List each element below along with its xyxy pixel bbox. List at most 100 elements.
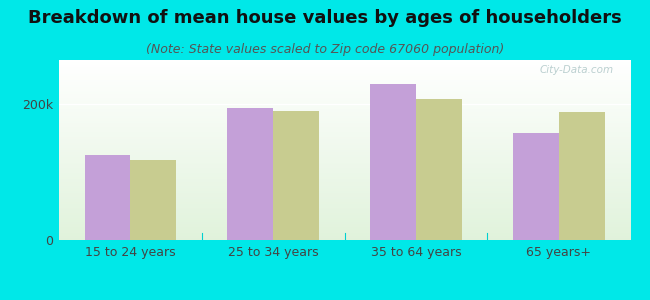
Bar bbox=[58, 161, 630, 163]
Bar bbox=[58, 206, 630, 208]
Bar bbox=[273, 111, 318, 240]
Bar bbox=[58, 163, 630, 164]
Bar bbox=[58, 65, 630, 67]
Bar bbox=[58, 145, 630, 146]
Bar bbox=[58, 62, 630, 64]
Text: City-Data.com: City-Data.com bbox=[540, 65, 614, 75]
Bar bbox=[58, 195, 630, 197]
Bar bbox=[58, 96, 630, 98]
Bar bbox=[58, 143, 630, 145]
Bar bbox=[370, 84, 416, 240]
Bar bbox=[58, 141, 630, 143]
Bar bbox=[58, 78, 630, 80]
Bar bbox=[58, 181, 630, 182]
Bar bbox=[58, 103, 630, 105]
Bar bbox=[58, 125, 630, 127]
Bar bbox=[58, 193, 630, 195]
Bar bbox=[416, 99, 462, 240]
Bar bbox=[58, 92, 630, 94]
Bar bbox=[58, 224, 630, 226]
Bar bbox=[58, 146, 630, 148]
Bar bbox=[58, 60, 630, 62]
Bar bbox=[58, 157, 630, 159]
Bar bbox=[58, 119, 630, 121]
Bar bbox=[58, 175, 630, 177]
Bar bbox=[58, 91, 630, 92]
Bar bbox=[58, 71, 630, 73]
Bar bbox=[58, 222, 630, 224]
Bar bbox=[58, 112, 630, 114]
Bar bbox=[58, 233, 630, 235]
Bar bbox=[58, 238, 630, 240]
Bar bbox=[58, 130, 630, 132]
Bar bbox=[58, 209, 630, 211]
Bar bbox=[58, 67, 630, 69]
Bar bbox=[58, 188, 630, 190]
Bar bbox=[227, 107, 273, 240]
Bar bbox=[58, 152, 630, 154]
Bar bbox=[58, 166, 630, 168]
Text: (Note: State values scaled to Zip code 67060 population): (Note: State values scaled to Zip code 6… bbox=[146, 44, 504, 56]
Bar bbox=[58, 215, 630, 217]
Bar bbox=[58, 186, 630, 188]
Bar bbox=[58, 87, 630, 89]
Bar bbox=[58, 218, 630, 220]
Bar bbox=[58, 137, 630, 139]
Bar bbox=[58, 107, 630, 109]
Bar bbox=[58, 170, 630, 172]
Bar bbox=[58, 128, 630, 130]
Bar bbox=[58, 110, 630, 112]
Bar bbox=[58, 226, 630, 227]
Bar bbox=[58, 231, 630, 233]
Bar bbox=[58, 200, 630, 202]
Bar bbox=[58, 235, 630, 236]
Bar bbox=[58, 121, 630, 123]
Bar bbox=[58, 202, 630, 204]
Bar bbox=[58, 94, 630, 96]
Bar bbox=[58, 150, 630, 152]
Bar bbox=[559, 112, 604, 240]
Bar bbox=[58, 229, 630, 231]
Bar bbox=[58, 118, 630, 119]
Bar bbox=[58, 220, 630, 222]
Bar bbox=[130, 160, 176, 240]
Bar bbox=[58, 74, 630, 76]
Bar bbox=[58, 204, 630, 206]
Bar bbox=[58, 134, 630, 136]
Bar bbox=[58, 98, 630, 100]
Bar bbox=[58, 199, 630, 200]
Bar bbox=[58, 155, 630, 157]
Bar bbox=[58, 105, 630, 107]
Bar bbox=[58, 191, 630, 193]
Bar bbox=[513, 133, 559, 240]
Bar bbox=[58, 208, 630, 209]
Bar bbox=[58, 190, 630, 191]
Bar bbox=[58, 123, 630, 125]
Bar bbox=[58, 83, 630, 85]
Bar bbox=[58, 217, 630, 218]
Bar bbox=[58, 80, 630, 82]
Bar bbox=[58, 227, 630, 229]
Bar bbox=[58, 177, 630, 179]
Bar bbox=[58, 73, 630, 74]
Bar bbox=[58, 139, 630, 141]
Bar bbox=[58, 173, 630, 175]
Bar bbox=[58, 101, 630, 103]
Bar bbox=[58, 89, 630, 91]
Bar bbox=[58, 109, 630, 110]
Bar bbox=[58, 211, 630, 213]
Bar bbox=[58, 184, 630, 186]
Bar bbox=[58, 213, 630, 215]
Bar bbox=[58, 172, 630, 173]
Bar bbox=[58, 197, 630, 199]
Bar bbox=[58, 85, 630, 87]
Bar bbox=[58, 116, 630, 118]
Bar bbox=[58, 179, 630, 181]
Bar bbox=[84, 155, 130, 240]
Bar bbox=[58, 69, 630, 71]
Bar bbox=[58, 114, 630, 116]
Text: Breakdown of mean house values by ages of householders: Breakdown of mean house values by ages o… bbox=[28, 9, 622, 27]
Bar bbox=[58, 159, 630, 161]
Bar bbox=[58, 182, 630, 184]
Bar bbox=[58, 132, 630, 134]
